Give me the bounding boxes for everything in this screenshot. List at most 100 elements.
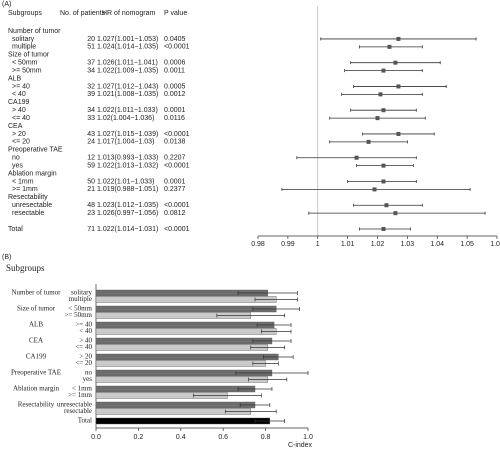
x-tick-label: 1.05 <box>460 241 474 248</box>
group-label: Size of tumor <box>17 305 56 313</box>
hr-label: 1.013(0.993−1.033) <box>97 155 158 162</box>
hr-label: 1.017(1.004−1.03) <box>97 139 154 146</box>
row-label: < 50mm <box>12 60 38 67</box>
bar <box>95 344 268 351</box>
category-label: solitary <box>71 289 92 297</box>
x-tick-label: 0.8 <box>261 434 271 441</box>
hr-label: 1.022(1.01−1.033) <box>97 178 154 185</box>
x-tick-label: 1.02 <box>371 241 385 248</box>
patient-count: 24 <box>87 139 95 146</box>
x-tick-label: 1.01 <box>341 241 355 248</box>
group-label: ALB <box>29 321 43 329</box>
p-value: 0.0001 <box>164 107 186 114</box>
x-axis-label: C-index <box>288 442 313 449</box>
bar <box>95 328 277 335</box>
row-label: > 40 <box>12 107 26 114</box>
bar <box>95 337 273 345</box>
group-label: Ablation margin <box>13 385 59 393</box>
category-label: >= 1mm <box>68 391 93 399</box>
chart-title: Subgroups <box>6 263 45 273</box>
patient-count: 43 <box>87 131 95 138</box>
p-value: 0.0001 <box>164 178 186 185</box>
hr-point <box>372 187 377 192</box>
row-label: resectable <box>12 210 44 217</box>
hr-label: 1.026(0.997−1.056) <box>97 210 158 217</box>
hr-label: 1.022(1.011−1.033) <box>97 107 158 114</box>
row-label: Total <box>8 226 23 233</box>
hr-label: 1.019(0.988−1.051) <box>97 186 158 193</box>
x-tick-label: 1.03 <box>401 241 415 248</box>
row-label: <= 20 <box>12 139 30 146</box>
category-label: resectable <box>64 407 92 415</box>
panel-label: (A) <box>2 1 11 8</box>
group-label: Preoperative TAE <box>8 147 63 154</box>
row-label: <= 40 <box>12 115 30 122</box>
group-label: Number of tumor <box>12 289 62 297</box>
category-label: >= 50mm <box>64 311 92 319</box>
hr-label: 1.022(1.009−1.035) <box>97 67 158 74</box>
category-label: > 20 <box>79 353 92 361</box>
bar <box>95 360 266 367</box>
hr-point <box>381 179 386 184</box>
x-tick-label: 0.4 <box>176 434 186 441</box>
column-header: No. of patients <box>60 10 106 17</box>
x-tick-label: 1 <box>316 241 320 248</box>
group-label: Ablation margin <box>8 170 57 177</box>
hr-label: 1.02(1.004−1.036) <box>97 115 154 122</box>
category-label: no <box>85 369 93 377</box>
category-label: > 40 <box>79 337 92 345</box>
group-label: CA199 <box>26 353 47 361</box>
column-header: Subgroups <box>8 10 42 17</box>
row-label: yes <box>12 162 23 169</box>
hr-point <box>396 36 401 41</box>
category-label: <= 40 <box>75 343 92 351</box>
p-value: <0.0001 <box>164 44 190 51</box>
x-tick-label: 0.98 <box>251 241 265 248</box>
p-value: 0.0116 <box>164 115 185 122</box>
group-label: Preoperative TAE <box>11 369 61 377</box>
patient-count: 50 <box>87 178 95 185</box>
hr-point <box>396 84 401 89</box>
hr-label: 1.022(1.014−1.031) <box>97 226 158 233</box>
category-label: >= 40 <box>75 321 92 329</box>
patient-count: 33 <box>87 115 95 122</box>
category-label: Total <box>78 417 92 425</box>
row-label: > 20 <box>12 131 26 138</box>
p-value: 0.0011 <box>164 67 185 74</box>
group-label: ALB <box>8 75 22 82</box>
column-header: P value <box>164 10 187 17</box>
x-tick-label: 1.0 <box>303 434 313 441</box>
p-value: 0.2377 <box>164 186 186 193</box>
group-label: CA199 <box>8 99 30 106</box>
p-value: 0.0012 <box>164 91 186 98</box>
hr-point <box>375 116 380 121</box>
patient-count: 51 <box>87 44 95 51</box>
bar <box>95 296 277 303</box>
row-label: < 40 <box>12 91 26 98</box>
group-label: Size of tumor <box>8 52 50 59</box>
p-value: <0.0001 <box>164 162 190 169</box>
hr-point <box>393 60 398 65</box>
category-label: < 1mm <box>72 385 93 393</box>
p-value: <0.0001 <box>164 226 190 233</box>
group-label: CEA <box>29 337 43 345</box>
hr-point <box>381 163 386 168</box>
hr-point <box>387 44 392 49</box>
patient-count: 34 <box>87 107 95 114</box>
hr-point <box>393 211 398 216</box>
bar <box>95 401 256 409</box>
x-tick-label: 0.6 <box>218 434 228 441</box>
row-label: multiple <box>12 44 36 51</box>
patient-count: 48 <box>87 202 95 209</box>
hr-point <box>366 139 371 144</box>
p-value: 0.2207 <box>164 155 186 162</box>
bar <box>95 417 271 425</box>
hr-label: 1.022(1.013−1.032) <box>97 162 158 169</box>
patient-count: 12 <box>87 155 95 162</box>
patient-count: 20 <box>87 36 95 43</box>
row-label: >= 50mm <box>12 67 42 74</box>
group-label: CEA <box>8 123 23 130</box>
hr-label: 1.024(1.014−1.035) <box>97 44 158 51</box>
